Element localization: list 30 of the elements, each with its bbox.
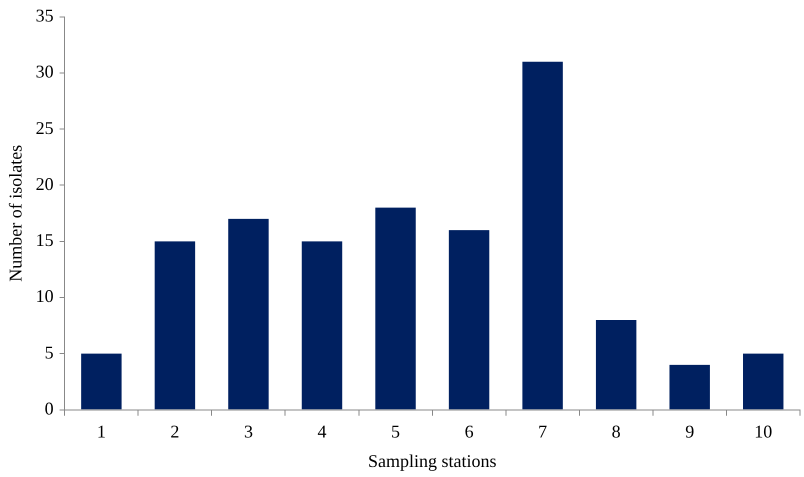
bar [154, 241, 196, 410]
bar [302, 241, 342, 410]
bar [522, 62, 563, 410]
x-tick-label: 4 [317, 421, 326, 442]
bar [743, 354, 784, 410]
bar [596, 320, 636, 410]
y-tick-label: 30 [36, 62, 54, 82]
y-tick-label: 25 [36, 118, 54, 138]
x-tick-label: 10 [754, 421, 772, 442]
bar [448, 230, 490, 410]
x-tick-label: 7 [538, 421, 548, 442]
y-tick-label: 10 [36, 286, 54, 306]
bar [669, 364, 710, 410]
x-tick-label: 6 [464, 421, 474, 442]
x-tick-label: 9 [685, 421, 694, 442]
bar [228, 218, 269, 410]
x-tick-label: 5 [391, 421, 400, 442]
y-tick-label: 15 [36, 230, 54, 250]
y-tick-label: 20 [36, 174, 54, 194]
y-tick-label: 0 [44, 398, 54, 419]
y-axis-title: Number of isolates [6, 144, 26, 282]
bar [375, 208, 416, 410]
y-tick-label: 35 [36, 6, 54, 26]
x-tick-label: 2 [170, 421, 180, 442]
bar [81, 354, 122, 410]
x-tick-label: 1 [96, 421, 106, 442]
x-tick-label: 3 [244, 421, 253, 442]
x-tick-label: 8 [612, 421, 621, 442]
y-tick-label: 5 [44, 342, 54, 362]
x-axis-title: Sampling stations [368, 450, 497, 471]
